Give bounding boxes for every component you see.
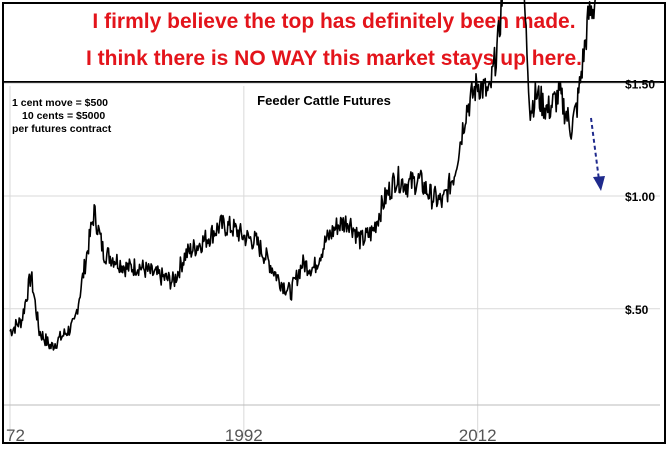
y-tick-label: $1.50 [625,77,655,91]
y-tick-label: $1.00 [625,190,655,204]
chart-title: Feeder Cattle Futures [257,93,391,108]
contract-note-line: per futures contract [12,123,112,135]
headline-line-1: I firmly believe the top has definitely … [92,10,576,33]
down-arrow-shaft [590,117,600,181]
contract-note-line: 10 cents = $5000 [22,110,105,122]
y-tick-label: $.50 [625,303,649,317]
down-arrow-head [593,176,605,191]
headline-box: I firmly believe the top has definitely … [2,2,666,83]
chart-frame [2,2,666,444]
x-tick-label: 1992 [225,426,263,445]
x-tick-label: 2012 [459,426,497,445]
headline-line-2: I think there is NO WAY this market stay… [85,47,582,70]
contract-note-line: 1 cent move = $500 [12,97,108,109]
price-line [9,0,596,351]
x-tick-label: 72 [6,426,25,445]
